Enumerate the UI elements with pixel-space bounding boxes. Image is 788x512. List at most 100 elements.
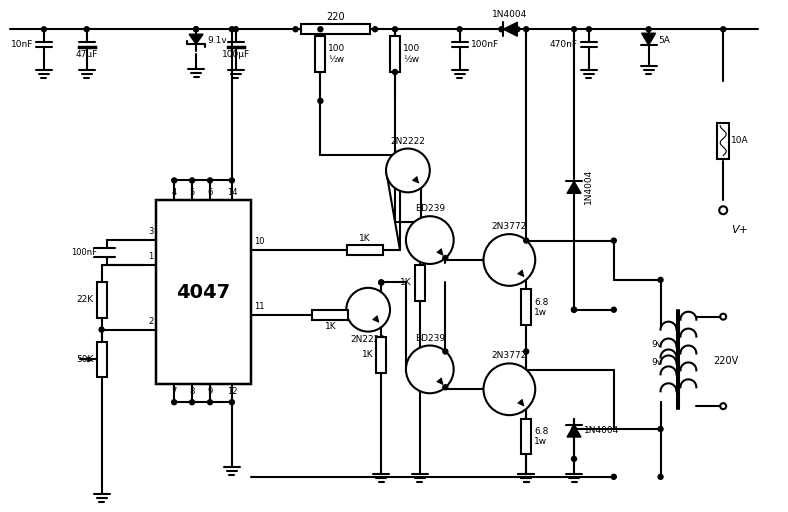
Text: 1K: 1K (400, 279, 412, 287)
Text: 5A: 5A (659, 36, 671, 45)
Text: 10nF: 10nF (10, 39, 33, 49)
Circle shape (658, 426, 663, 432)
Circle shape (611, 238, 616, 243)
Text: 10A: 10A (731, 136, 749, 145)
Circle shape (571, 426, 577, 432)
Text: BD239: BD239 (414, 204, 445, 213)
Polygon shape (504, 23, 518, 36)
Text: 1N4004: 1N4004 (492, 10, 527, 19)
Polygon shape (567, 425, 581, 437)
Text: 14: 14 (227, 188, 237, 197)
Circle shape (194, 27, 199, 32)
Text: 12: 12 (227, 387, 237, 396)
Circle shape (207, 400, 213, 404)
Circle shape (524, 238, 529, 243)
Circle shape (646, 27, 651, 32)
Circle shape (293, 27, 298, 32)
Text: 7: 7 (172, 387, 177, 396)
Bar (156, 200, 251, 385)
Text: 9v: 9v (652, 358, 663, 367)
Circle shape (524, 27, 529, 32)
Polygon shape (567, 181, 581, 194)
Text: 100
½w: 100 ½w (329, 45, 346, 64)
Text: 2N2222: 2N2222 (351, 334, 385, 344)
Text: 100nF: 100nF (470, 39, 499, 49)
Circle shape (524, 349, 529, 354)
Bar (521, 289, 531, 325)
Bar (390, 36, 400, 72)
Circle shape (571, 27, 577, 32)
Bar (97, 342, 106, 377)
Text: 100µF: 100µF (221, 50, 250, 59)
Circle shape (229, 400, 234, 404)
Circle shape (406, 216, 454, 264)
Text: 9v: 9v (652, 340, 663, 349)
Text: 4: 4 (172, 188, 177, 197)
Circle shape (720, 403, 727, 409)
Text: BD239: BD239 (414, 333, 445, 343)
Text: 22K: 22K (76, 295, 94, 304)
Circle shape (84, 27, 89, 32)
Text: 2: 2 (148, 316, 154, 326)
Circle shape (190, 400, 195, 404)
Circle shape (443, 255, 448, 261)
Text: 220V: 220V (713, 356, 738, 367)
Circle shape (571, 456, 577, 461)
Circle shape (373, 27, 377, 32)
Circle shape (229, 27, 234, 32)
Circle shape (318, 98, 323, 103)
Text: 2N3772: 2N3772 (492, 222, 527, 231)
Text: 5: 5 (189, 188, 195, 197)
Circle shape (719, 206, 727, 214)
Text: 1N4004: 1N4004 (584, 169, 593, 204)
Circle shape (379, 280, 384, 285)
Circle shape (172, 178, 177, 183)
Circle shape (346, 288, 390, 332)
Bar (348, 245, 383, 255)
Bar (97, 282, 106, 317)
Text: 3: 3 (148, 227, 154, 236)
Circle shape (571, 307, 577, 312)
Text: 1K: 1K (359, 234, 371, 243)
Text: 100nF: 100nF (71, 248, 97, 257)
Circle shape (457, 27, 462, 32)
Text: 6: 6 (207, 188, 213, 197)
Text: 2N3772: 2N3772 (492, 351, 527, 360)
Circle shape (571, 307, 577, 312)
Bar (415, 265, 425, 301)
Bar (717, 123, 729, 159)
Circle shape (392, 70, 397, 74)
Bar (313, 310, 348, 319)
Circle shape (499, 27, 504, 32)
Text: 10: 10 (254, 237, 264, 246)
Text: 11: 11 (254, 302, 264, 311)
Circle shape (658, 278, 663, 282)
Circle shape (443, 349, 448, 354)
Text: 1K: 1K (325, 322, 336, 331)
Polygon shape (189, 34, 203, 44)
Circle shape (229, 178, 234, 183)
Bar (300, 24, 370, 34)
Circle shape (386, 148, 429, 193)
Text: 9.1v: 9.1v (207, 36, 227, 45)
Circle shape (484, 234, 535, 286)
Text: 1K: 1K (362, 350, 374, 359)
Circle shape (515, 27, 520, 32)
Text: 6.8
1w: 6.8 1w (534, 297, 548, 317)
Bar (377, 337, 386, 373)
Polygon shape (641, 33, 656, 45)
Circle shape (720, 314, 727, 319)
Circle shape (99, 327, 104, 332)
Text: 100
½w: 100 ½w (403, 45, 420, 64)
Text: 47µF: 47µF (76, 50, 98, 59)
Circle shape (172, 400, 177, 404)
Text: 4047: 4047 (177, 283, 231, 302)
Circle shape (586, 27, 592, 32)
Circle shape (443, 385, 448, 390)
Text: 9: 9 (207, 387, 213, 396)
Text: 1N4004: 1N4004 (584, 425, 619, 435)
Text: 470nF: 470nF (550, 39, 578, 49)
Text: 50K: 50K (76, 355, 94, 364)
Text: 8: 8 (189, 387, 195, 396)
Text: 220: 220 (326, 12, 344, 23)
